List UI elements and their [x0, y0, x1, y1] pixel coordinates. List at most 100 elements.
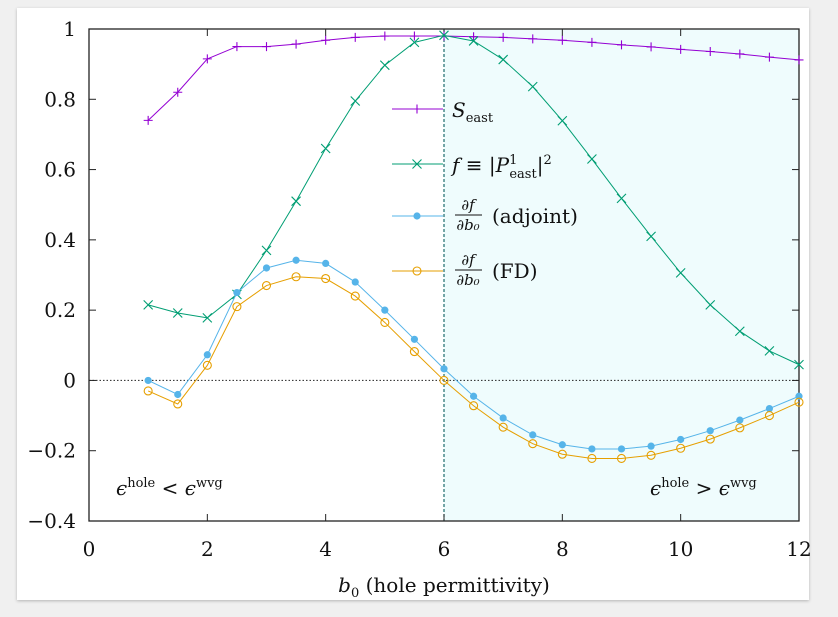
- filled-circle-marker: [677, 435, 685, 444]
- open-circle-marker: [498, 422, 508, 432]
- cross-marker: [202, 312, 213, 323]
- svg-text:(adjoint): (adjoint): [492, 204, 578, 228]
- series-2: [144, 256, 803, 453]
- filled-circle-marker: [381, 306, 389, 314]
- axis-ticks: 0 2 4 6 8 10 12 −0.4 −0.2 0 0.2 0.4 0.6 0.8 1: [27, 17, 811, 561]
- x-tick-label: 4: [319, 537, 332, 561]
- cross-marker: [350, 96, 361, 106]
- y-tick-label: 0.6: [44, 158, 76, 182]
- plus-marker: [380, 31, 390, 41]
- plus-marker: [232, 42, 242, 52]
- plus-marker: [321, 35, 331, 45]
- plus-marker: [262, 42, 271, 52]
- plus-marker: [557, 35, 567, 45]
- filled-circle-marker: [588, 445, 596, 453]
- filled-circle-marker: [144, 376, 152, 385]
- open-circle-marker: [439, 375, 449, 385]
- svg-text:(FD): (FD): [492, 259, 538, 283]
- x-tick-label: 6: [438, 537, 451, 561]
- y-tick-label: 0.4: [44, 228, 76, 252]
- plus-marker: [409, 31, 419, 41]
- filled-circle-marker: [410, 335, 419, 343]
- svg-text:Seast: Seast: [452, 98, 494, 126]
- legend-entry-adjoint: ∂f ∂b₀ (adjoint): [392, 196, 578, 234]
- cross-marker: [143, 299, 154, 310]
- open-circle-marker: [794, 397, 804, 407]
- open-circle-marker: [232, 302, 242, 312]
- filled-circle-marker: [499, 414, 507, 422]
- cross-marker: [764, 346, 775, 356]
- series-3: [143, 272, 804, 463]
- cross-marker: [616, 193, 627, 204]
- plus-marker: [173, 87, 183, 97]
- cross-marker: [794, 359, 804, 370]
- plus-marker: [202, 54, 212, 64]
- cross-marker: [527, 81, 538, 92]
- series-0: [143, 31, 804, 125]
- open-circle-marker: [380, 317, 390, 327]
- filled-circle-marker: [174, 390, 182, 399]
- plus-marker: [350, 32, 360, 42]
- open-circle-marker: [321, 273, 331, 284]
- open-circle-marker: [350, 291, 360, 301]
- filled-circle-marker: [617, 445, 626, 453]
- x-tick-label: 0: [83, 537, 96, 561]
- open-circle-marker: [646, 450, 656, 460]
- filled-circle-marker: [262, 264, 271, 272]
- open-circle-marker: [469, 401, 479, 411]
- cross-marker: [734, 326, 745, 337]
- x-tick-label: 12: [786, 537, 811, 561]
- y-tick-label: 0.8: [44, 87, 76, 111]
- filled-circle-marker: [469, 392, 478, 400]
- filled-circle-marker: [765, 404, 774, 413]
- plus-marker: [498, 32, 508, 42]
- cross-marker: [172, 308, 183, 318]
- plus-marker: [794, 55, 804, 65]
- cross-marker: [498, 54, 509, 65]
- cross-marker: [409, 37, 420, 48]
- filled-circle-marker: [529, 431, 537, 439]
- open-circle-marker: [291, 272, 301, 282]
- filled-circle-marker: [647, 442, 655, 450]
- plus-marker: [469, 32, 479, 42]
- open-circle-marker: [557, 449, 567, 459]
- filled-circle-marker: [351, 278, 359, 286]
- open-circle-marker: [735, 423, 745, 433]
- open-circle-marker: [409, 347, 419, 357]
- legend-entry-s-east: Seast: [392, 98, 494, 126]
- filled-circle-marker: [413, 212, 421, 220]
- cross-marker: [468, 36, 479, 46]
- open-circle-marker: [528, 439, 538, 449]
- plus-marker: [735, 49, 745, 59]
- open-circle-marker: [587, 453, 597, 463]
- filled-circle-marker: [440, 365, 448, 373]
- y-tick-label: 0: [63, 368, 76, 392]
- cross-marker: [587, 154, 597, 164]
- y-tick-label: −0.2: [27, 439, 76, 463]
- cross-marker: [705, 299, 716, 310]
- plus-marker: [587, 37, 597, 47]
- filled-circle-marker: [203, 351, 211, 359]
- annotation-left-region: ϵhole < ϵwvg: [116, 476, 223, 500]
- open-circle-marker: [764, 411, 774, 421]
- y-tick-label: 1: [63, 17, 76, 41]
- cross-marker: [291, 196, 301, 207]
- filled-circle-marker: [233, 288, 241, 297]
- filled-circle-marker: [706, 427, 714, 435]
- svg-text:∂b₀: ∂b₀: [456, 271, 479, 289]
- x-tick-label: 10: [668, 537, 693, 561]
- cross-marker: [412, 159, 422, 169]
- shaded-region: [444, 29, 799, 521]
- x-axis-label: b0 (hole permittivity): [338, 573, 550, 601]
- annotation-right-region: ϵhole > ϵwvg: [650, 476, 757, 500]
- plus-marker: [291, 39, 301, 49]
- svg-text:∂f: ∂f: [461, 251, 477, 269]
- plus-marker: [676, 44, 686, 54]
- plus-marker: [528, 34, 538, 44]
- plus-marker: [617, 40, 626, 50]
- plus-marker: [764, 52, 774, 62]
- cross-marker: [320, 143, 331, 154]
- filled-circle-marker: [558, 441, 566, 449]
- cross-marker: [379, 60, 390, 71]
